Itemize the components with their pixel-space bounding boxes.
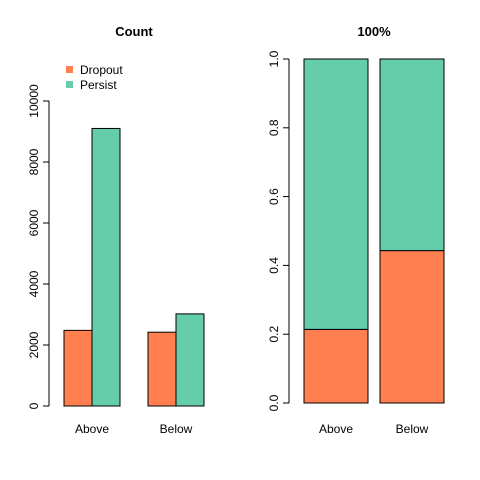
percent-x-tick-label: Above — [319, 422, 353, 436]
count-y-tick-label: 4000 — [27, 270, 41, 297]
count-y-tick-label: 10000 — [27, 84, 41, 118]
percent-bars — [303, 58, 445, 404]
count-x-tick-label: Above — [75, 422, 109, 436]
percent-y-tick-label: 1.0 — [267, 50, 281, 67]
percent-x-labels: Above Below — [319, 422, 429, 436]
count-x-labels: Above Below — [75, 422, 193, 436]
count-bar-dropout-above — [63, 329, 93, 407]
percent-y-tick-label: 0.4 — [267, 257, 281, 274]
percent-chart-panel: 100% 0.0 0.2 0.4 0.6 0.8 1.0 Above Below — [267, 24, 445, 436]
percent-y-tick-label: 0.6 — [267, 188, 281, 205]
legend-swatch-persist — [66, 81, 73, 88]
percent-bar-dropout-above — [303, 328, 369, 404]
percent-x-tick-label: Below — [396, 422, 429, 436]
count-y-axis: 0 2000 4000 6000 8000 10000 — [27, 84, 50, 409]
percent-y-tick-label: 0.0 — [267, 394, 281, 411]
percent-chart-title: 100% — [357, 24, 391, 39]
count-bars — [63, 127, 205, 407]
legend-label-dropout: Dropout — [80, 63, 123, 77]
count-y-tick-label: 0 — [27, 402, 41, 409]
count-y-tick-label: 6000 — [27, 209, 41, 236]
percent-bar-persist-above — [303, 58, 369, 330]
count-bar-persist-below — [175, 313, 205, 407]
percent-y-axis: 0.0 0.2 0.4 0.6 0.8 1.0 — [267, 50, 290, 411]
count-chart-title: Count — [115, 24, 153, 39]
percent-y-tick-label: 0.8 — [267, 119, 281, 136]
percent-y-tick-label: 0.2 — [267, 326, 281, 343]
percent-bar-dropout-below — [379, 250, 445, 404]
count-y-tick-label: 2000 — [27, 331, 41, 358]
legend-label-persist: Persist — [80, 78, 117, 92]
count-y-tick-label: 8000 — [27, 148, 41, 175]
count-x-tick-label: Below — [160, 422, 193, 436]
count-bar-persist-above — [91, 127, 121, 407]
count-bar-dropout-below — [147, 331, 177, 407]
legend-swatch-dropout — [66, 66, 73, 73]
percent-bar-persist-below — [379, 58, 445, 252]
